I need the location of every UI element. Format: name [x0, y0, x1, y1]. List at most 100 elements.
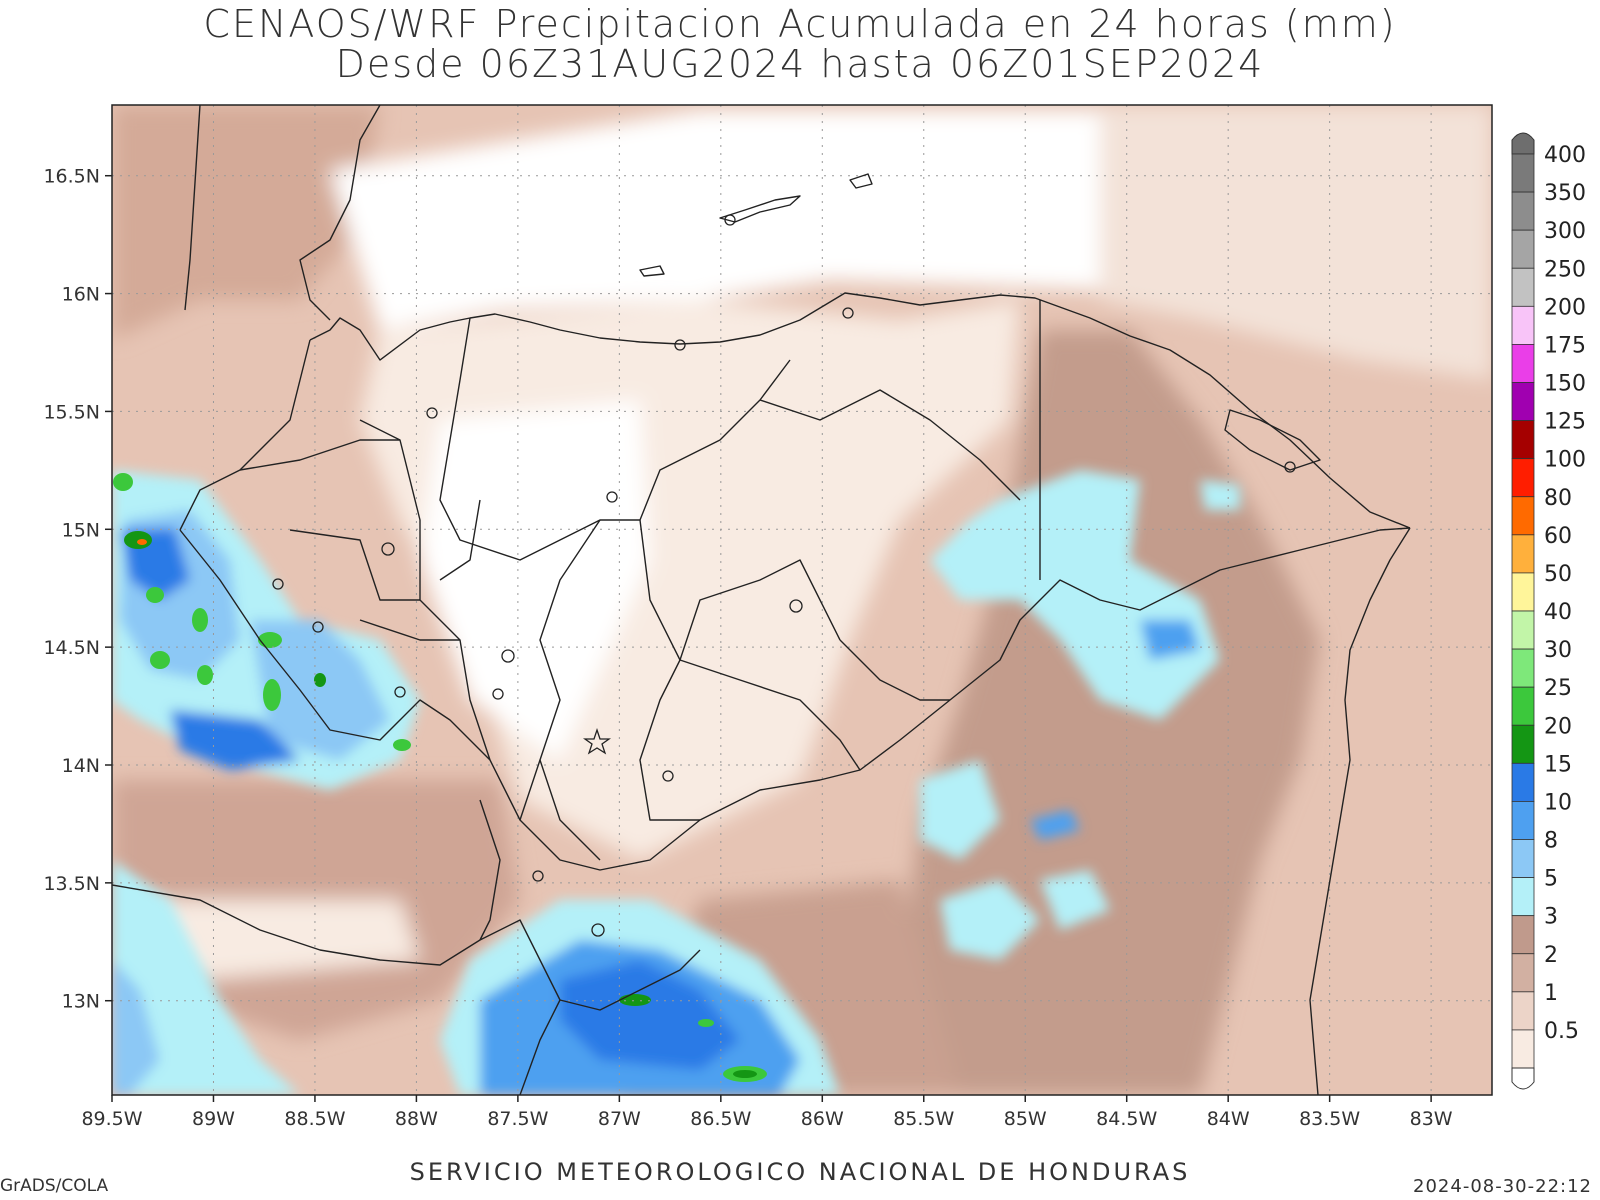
colorbar-swatch: [1511, 305, 1535, 345]
colorbar-label: 300: [1544, 219, 1586, 244]
colorbar-swatch: [1511, 191, 1535, 231]
island-guanaja: [849, 173, 873, 189]
colorbar-label: 350: [1544, 181, 1586, 206]
colorbar-swatch: [1511, 534, 1535, 574]
city-marker: [606, 491, 618, 503]
peak-9: [393, 739, 411, 751]
colorbar-label: 8: [1544, 829, 1558, 854]
dept-14: [679, 559, 841, 661]
dept-8: [289, 529, 420, 601]
border-honduras-elsalvador: [179, 529, 491, 761]
lon-tick-label: 85W: [1004, 1108, 1047, 1130]
dept-13: [839, 639, 950, 701]
lon-tick-label: 84.5W: [1096, 1108, 1157, 1130]
peak-13-core: [733, 1070, 757, 1078]
lon-tick-label: 89W: [192, 1108, 235, 1130]
lon-tick-label: 87.5W: [487, 1108, 548, 1130]
peak-1: [124, 531, 152, 549]
city-marker: [426, 407, 438, 419]
map-title: CENAOS/WRF Precipitacion Acumulada en 24…: [203, 2, 1397, 46]
coastline-north: [309, 292, 1411, 529]
colorbar-top-cap: [1511, 132, 1535, 155]
border-honduras-guatemala: [179, 339, 311, 531]
colorbar-label: 125: [1544, 410, 1586, 435]
colorbar-swatch: [1511, 686, 1535, 726]
colorbar-swatch: [1511, 420, 1535, 460]
colorbar-label: 100: [1544, 448, 1586, 473]
colorbar-bottom-cap: [1511, 1067, 1535, 1090]
lon-tick-label: 86.5W: [690, 1108, 751, 1130]
peak-4: [192, 608, 208, 632]
dept-2: [439, 317, 791, 561]
border-guatemala-belize: [184, 105, 201, 311]
colorbar-swatch: [1511, 344, 1535, 383]
lat-tick-label: 16N: [62, 284, 100, 306]
lat-tick-label: 15N: [62, 519, 100, 541]
map-frame: [111, 104, 1493, 1096]
colorbar-swatch: [1511, 724, 1535, 764]
boundaries: [112, 105, 1411, 1095]
lat-tick-label: 14.5N: [43, 637, 100, 659]
colorbar-swatch: [1511, 458, 1535, 498]
map-subtitle: Desde 06Z31AUG2024 hasta 06Z01SEP2024: [335, 42, 1265, 86]
precipitation-field: [112, 105, 1492, 1095]
coastline-east: [1309, 527, 1411, 1095]
footer-timestamp: 2024-08-30-22:12: [1413, 1176, 1592, 1197]
colorbar-label: 250: [1544, 257, 1586, 282]
colorbar-label: 30: [1544, 638, 1572, 663]
colorbar-label: 2: [1544, 943, 1558, 968]
peak-10: [113, 473, 133, 491]
wet-west-blue-2: [250, 620, 390, 760]
coast-gulf-fonseca: [112, 884, 561, 1095]
lon-tick-label: 88.5W: [284, 1108, 345, 1130]
city-markers: [272, 214, 1296, 937]
band-northeast: [1100, 105, 1492, 380]
dept-5: [679, 659, 861, 771]
lon-tick-label: 84W: [1207, 1108, 1250, 1130]
peak-7: [263, 679, 281, 711]
wet-east-blue-2: [1030, 810, 1080, 840]
wet-west-deepblue-2: [170, 710, 300, 770]
longitude-axis: 89.5W 89W 88.5W 88W 87.5W 87W 86.5W 86W 85.5W 85W…: [81, 1095, 1453, 1130]
colorbar-swatch: [1511, 762, 1535, 802]
city-marker: [842, 307, 854, 319]
lon-tick-label: 85.5W: [893, 1108, 954, 1130]
peak-5: [197, 665, 213, 685]
colorbar-label: 15: [1544, 752, 1572, 777]
latitude-axis: 16.5N 16N 15.5N 15N 14.5N 14N 13.5N 13N: [43, 166, 112, 1013]
island-utila: [639, 265, 665, 277]
colorbar-swatch: [1511, 915, 1535, 955]
dept-7: [239, 439, 400, 471]
lon-tick-label: 83W: [1410, 1108, 1453, 1130]
colorbar-label: 80: [1544, 486, 1572, 511]
city-marker: [591, 923, 605, 937]
colorbar-label: 1: [1544, 981, 1558, 1006]
colorbar-swatch: [1511, 877, 1535, 917]
border-honduras-nicaragua: [489, 527, 1411, 871]
peak-12: [698, 1019, 714, 1027]
graticule: [112, 105, 1492, 1095]
city-marker: [674, 339, 686, 351]
colorbar-swatch: [1511, 1029, 1535, 1069]
colorbar-label: 175: [1544, 333, 1586, 358]
colorbar-label: 150: [1544, 372, 1586, 397]
dept-3: [539, 519, 601, 861]
city-marker: [394, 686, 406, 698]
band-caribbean-dry: [330, 110, 1100, 330]
footer-software: GrADS/COLA: [0, 1176, 109, 1196]
wet-east-cyan-4: [1040, 870, 1110, 930]
dept-4: [639, 519, 700, 821]
peak-2: [146, 587, 164, 603]
peak-3: [150, 651, 170, 669]
wet-ne-cyan: [1200, 480, 1240, 510]
dept-10: [439, 499, 481, 581]
city-marker: [381, 542, 395, 556]
peak-11: [619, 994, 651, 1006]
band-central-dry: [420, 400, 650, 760]
colorbar-swatch: [1511, 382, 1535, 421]
colorbar-swatch: [1511, 801, 1535, 840]
colorbar-label: 200: [1544, 295, 1586, 320]
colorbar-label: 60: [1544, 524, 1572, 549]
city-marker: [789, 599, 803, 613]
colorbar-label: 0.5: [1544, 1019, 1579, 1044]
